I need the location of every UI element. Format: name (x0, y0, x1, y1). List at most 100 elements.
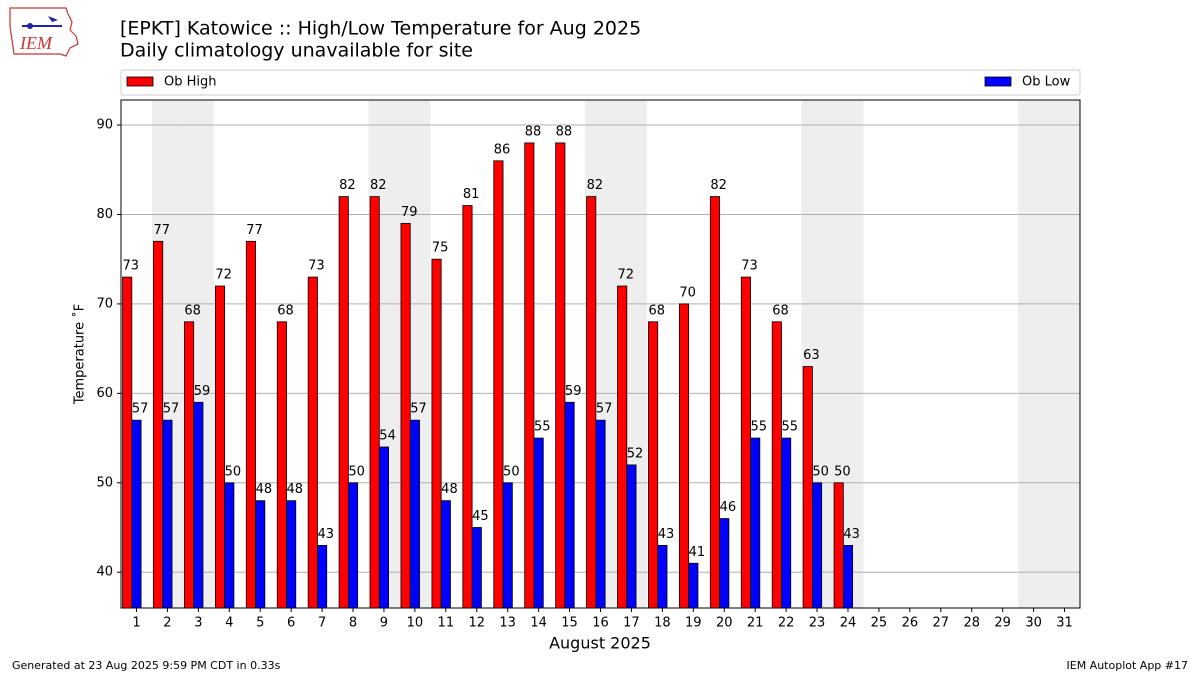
bar (586, 196, 597, 609)
y-tick-label: 60 (96, 386, 113, 401)
data-label: 59 (194, 384, 211, 399)
x-tick-label: 19 (685, 616, 702, 631)
x-tick-label: 31 (1056, 616, 1073, 631)
data-label: 41 (689, 545, 706, 560)
data-label: 55 (751, 420, 768, 435)
bar (131, 419, 142, 609)
bar (224, 482, 235, 609)
chart-title: [EPKT] Katowice :: High/Low Temperature … (120, 18, 641, 40)
logo: IEM (9, 7, 79, 57)
bar (688, 562, 699, 609)
data-label: 46 (720, 500, 737, 515)
bar (307, 276, 318, 609)
weekend-shade (1049, 100, 1080, 608)
y-tick-label: 50 (96, 475, 113, 490)
data-label: 50 (225, 464, 242, 479)
data-label: 63 (803, 348, 820, 363)
data-label: 50 (812, 464, 829, 479)
data-label: 77 (153, 223, 170, 238)
data-label: 68 (648, 303, 665, 318)
bar (245, 240, 256, 609)
data-label: 68 (184, 303, 201, 318)
x-tick-label: 25 (871, 616, 888, 631)
x-tick-label: 11 (438, 616, 455, 631)
x-tick-label: 27 (933, 616, 950, 631)
data-label: 79 (401, 205, 418, 220)
data-label: 73 (308, 259, 325, 274)
x-tick-label: 5 (256, 616, 264, 631)
data-label: 59 (565, 384, 582, 399)
x-tick-label: 15 (561, 616, 578, 631)
bar (555, 142, 566, 609)
data-label: 72 (618, 268, 635, 283)
footer-right: IEM Autoplot App #17 (1067, 659, 1189, 672)
bar (502, 482, 513, 609)
bar (317, 544, 328, 609)
y-tick-label: 70 (96, 296, 113, 311)
bar (369, 196, 380, 609)
x-tick-label: 13 (499, 616, 516, 631)
data-label: 48 (441, 482, 458, 497)
x-tick-label: 26 (902, 616, 919, 631)
bar (719, 518, 730, 609)
data-label: 86 (494, 142, 511, 157)
data-label: 73 (741, 259, 758, 274)
data-label: 55 (534, 420, 551, 435)
x-tick-label: 12 (468, 616, 485, 631)
data-label: 45 (472, 509, 489, 524)
data-label: 50 (834, 464, 851, 479)
legend-swatch (126, 76, 154, 87)
x-tick-label: 23 (809, 616, 826, 631)
bar (595, 419, 606, 609)
data-label: 57 (163, 402, 180, 417)
bar (255, 500, 266, 609)
bar (740, 276, 751, 609)
bar (347, 482, 359, 609)
y-tick-label: 90 (96, 118, 113, 133)
data-label: 88 (525, 124, 542, 139)
bar (802, 366, 813, 609)
bar (771, 321, 782, 609)
data-label: 68 (277, 303, 294, 318)
data-label: 48 (287, 482, 304, 497)
data-label: 43 (658, 527, 675, 542)
data-label: 57 (596, 402, 613, 417)
bar (657, 544, 668, 609)
bar (617, 285, 628, 609)
plot-frame (120, 99, 1081, 609)
bar (842, 544, 854, 609)
bar (162, 419, 173, 609)
x-tick-label: 17 (623, 616, 640, 631)
data-label: 57 (132, 402, 149, 417)
bar (833, 482, 844, 609)
data-label: 82 (587, 178, 604, 193)
x-tick-label: 7 (318, 616, 326, 631)
x-tick-label: 14 (530, 616, 547, 631)
x-tick-label: 21 (747, 616, 764, 631)
x-tick-label: 4 (225, 616, 233, 631)
bar (122, 276, 133, 609)
bar (709, 196, 721, 609)
legend-label: Ob Low (1022, 75, 1071, 90)
data-label: 81 (463, 187, 480, 202)
data-label: 43 (317, 527, 334, 542)
x-tick-label: 24 (840, 616, 857, 631)
x-tick-label: 2 (163, 616, 171, 631)
bar (440, 500, 451, 609)
bar (493, 160, 504, 609)
bar (400, 223, 411, 609)
y-tick-label: 80 (96, 207, 113, 222)
data-label: 55 (781, 420, 798, 435)
x-tick-label: 18 (654, 616, 671, 631)
data-label: 70 (679, 285, 696, 300)
bar (153, 240, 164, 609)
logo-text: IEM (19, 33, 53, 53)
x-axis-label: August 2025 (549, 634, 651, 653)
data-label: 82 (710, 178, 727, 193)
data-label: 88 (556, 124, 573, 139)
bar (193, 401, 204, 609)
data-label: 57 (410, 402, 427, 417)
x-tick-label: 1 (132, 616, 140, 631)
bar (524, 142, 535, 609)
bar (750, 437, 761, 609)
